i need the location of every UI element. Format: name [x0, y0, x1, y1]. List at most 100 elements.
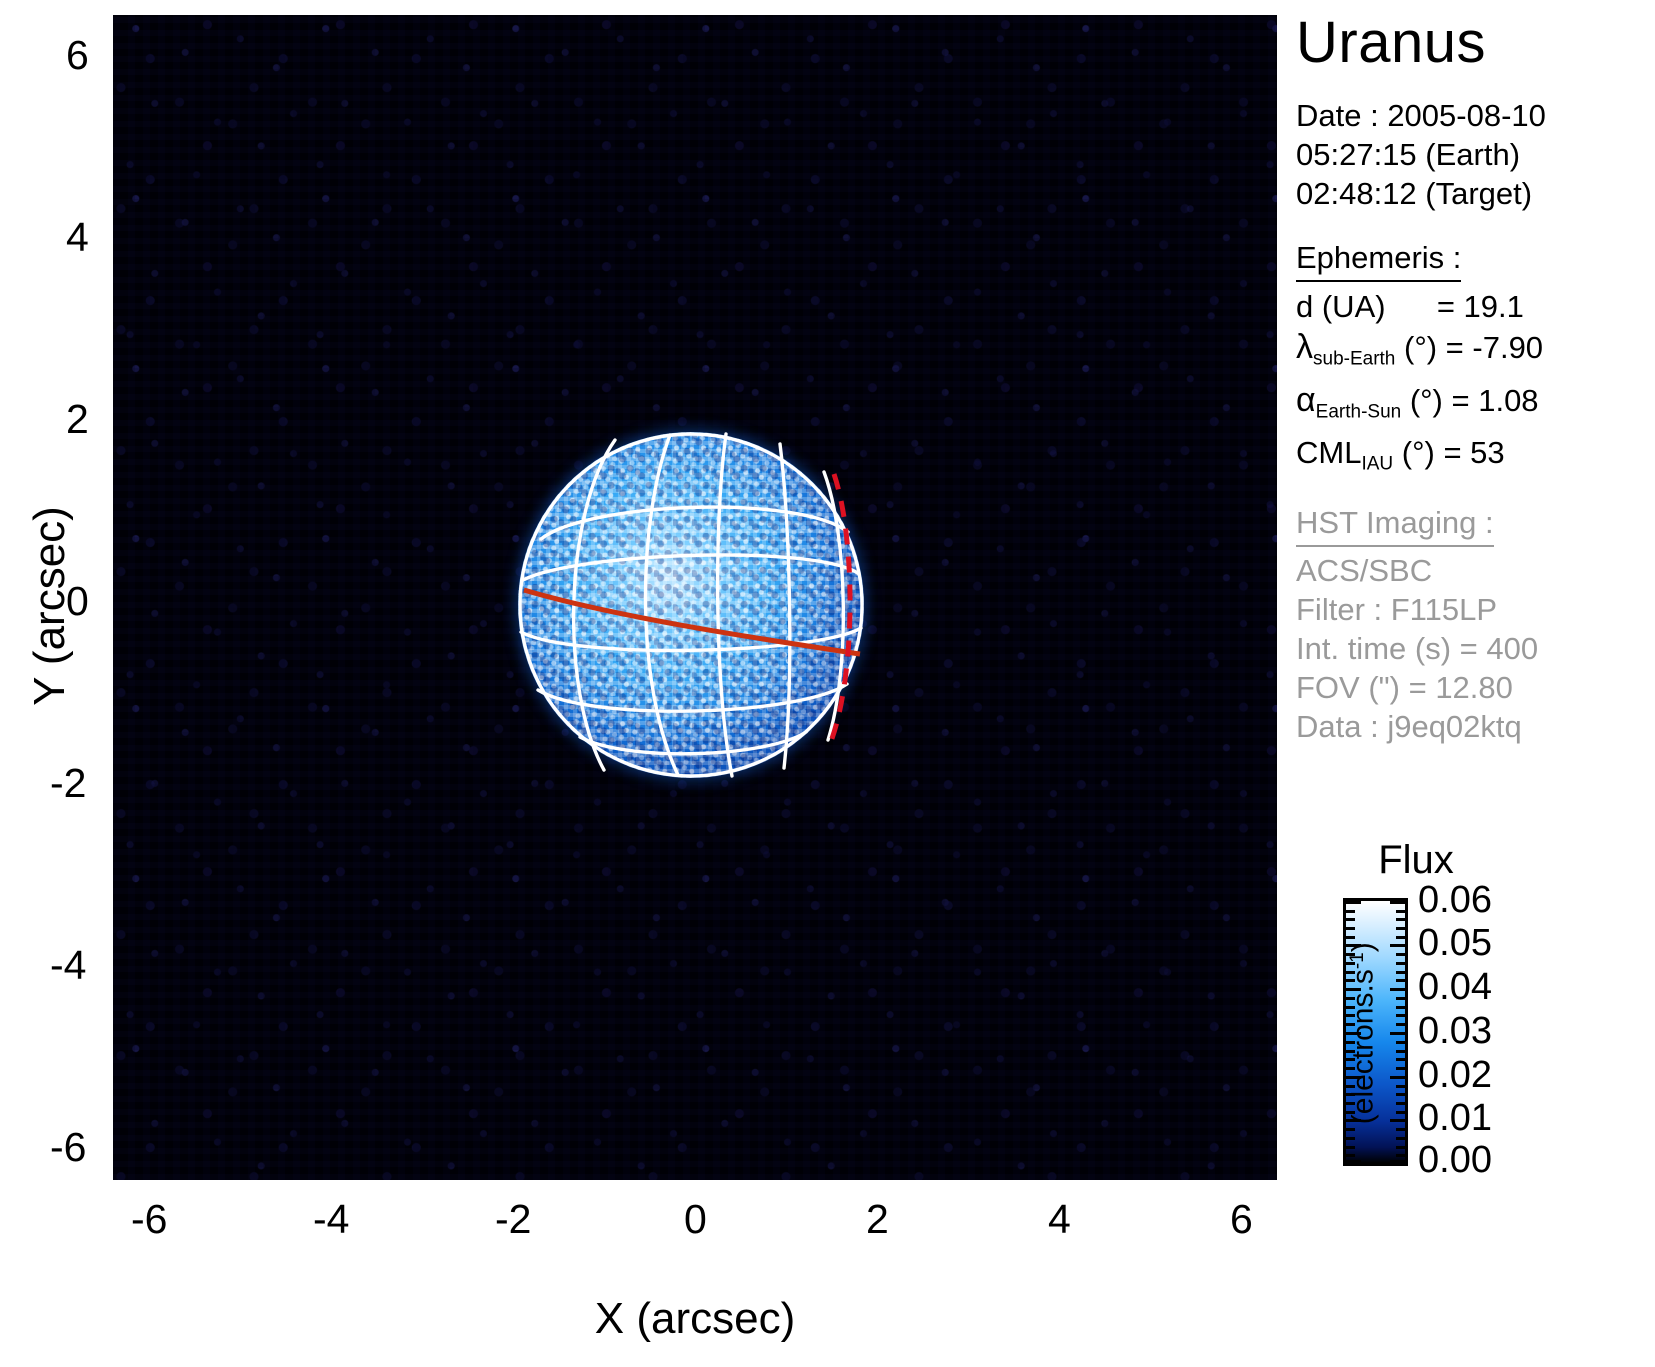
xtick-label: 2 — [866, 1196, 889, 1242]
hst-integration-time: Int. time (s) = 400 — [1296, 631, 1539, 666]
hst-data-id: Data : j9eq02ktq — [1296, 709, 1522, 744]
xtick-label: -2 — [495, 1196, 532, 1242]
colorbar-minor-tick — [1396, 1128, 1405, 1131]
colorbar-minor-tick — [1346, 918, 1355, 921]
alpha-subscript: Earth-Sun — [1315, 401, 1402, 423]
colorbar-tick — [1390, 1076, 1405, 1079]
info-sidebar: Uranus Date : 2005-08-10 05:27:15 (Earth… — [1296, 0, 1655, 1367]
hst-filter: Filter : F115LP — [1296, 592, 1498, 627]
colorbar-minor-tick — [1346, 1023, 1355, 1026]
colorbar-minor-tick — [1396, 1058, 1405, 1061]
colorbar-tick — [1390, 988, 1405, 991]
colorbar-tick-label: 0.05 — [1418, 922, 1492, 964]
colorbar-minor-tick — [1346, 962, 1355, 965]
colorbar-unit-text: (electrons.s — [1346, 969, 1380, 1125]
colorbar-minor-tick — [1396, 1067, 1405, 1070]
colorbar-minor-tick — [1396, 1085, 1405, 1088]
colorbar-minor-tick — [1346, 936, 1355, 939]
colorbar-minor-tick — [1396, 1154, 1405, 1157]
colorbar-minor-tick — [1396, 953, 1405, 956]
colorbar-minor-tick — [1346, 997, 1355, 1000]
colorbar-tick — [1390, 944, 1405, 947]
distance-label: d (UA) — [1296, 289, 1386, 324]
colorbar-minor-tick — [1396, 1137, 1405, 1140]
cml-unit: (°) — [1401, 435, 1435, 471]
hst-imaging-heading: HST Imaging : — [1296, 503, 1494, 547]
colorbar-minor-tick — [1346, 1058, 1355, 1061]
observation-time-earth: 05:27:15 (Earth) — [1296, 137, 1521, 172]
colorbar-tick-label: 0.06 — [1418, 879, 1492, 921]
colorbar-tick — [1346, 1160, 1361, 1163]
colorbar-minor-tick — [1346, 1154, 1355, 1157]
lambda-subscript: sub-Earth — [1313, 348, 1396, 370]
colorbar-tick-label: 0.00 — [1418, 1139, 1492, 1181]
colorbar-minor-tick — [1346, 1111, 1355, 1114]
colorbar-unit-label: (electrons.s-1) — [1346, 888, 1380, 1178]
colorbar-minor-tick — [1396, 918, 1405, 921]
colorbar-minor-tick — [1346, 1041, 1355, 1044]
colorbar-tick — [1390, 1032, 1405, 1035]
colorbar-minor-tick — [1396, 1050, 1405, 1053]
colorbar-minor-tick — [1396, 1093, 1405, 1096]
xtick-label: 6 — [1230, 1196, 1253, 1242]
colorbar-tick — [1346, 988, 1361, 991]
colorbar-minor-tick — [1396, 962, 1405, 965]
colorbar-group: Flux — [1296, 840, 1655, 1200]
hst-imaging-block: HST Imaging : ACS/SBC Filter : F115LP In… — [1296, 503, 1655, 746]
colorbar-tick — [1346, 944, 1361, 947]
colorbar-tick — [1346, 1119, 1361, 1122]
colorbar-minor-tick — [1346, 1085, 1355, 1088]
xtick-label: 4 — [1048, 1196, 1071, 1242]
ephemeris-heading: Ephemeris : — [1296, 238, 1462, 282]
target-title: Uranus — [1296, 10, 1486, 75]
ytick-label: 2 — [66, 396, 89, 442]
colorbar-minor-tick — [1396, 1146, 1405, 1149]
xtick-label: 0 — [684, 1196, 707, 1242]
image-panel[interactable] — [113, 15, 1277, 1180]
colorbar-tick-label: 0.04 — [1418, 966, 1492, 1008]
disk-pixel-noise-c — [518, 432, 864, 778]
colorbar-minor-tick — [1346, 953, 1355, 956]
colorbar-minor-tick — [1346, 1128, 1355, 1131]
cml-subscript: IAU — [1361, 453, 1394, 475]
colorbar-minor-tick — [1396, 1111, 1405, 1114]
xtick-label: -4 — [313, 1196, 350, 1242]
xtick-label: -6 — [131, 1196, 168, 1242]
colorbar-minor-tick — [1396, 910, 1405, 913]
hst-instrument: ACS/SBC — [1296, 553, 1433, 588]
ephemeris-row-distance: d (UA) = 19.1 — [1296, 286, 1655, 327]
observation-date: Date : 2005-08-10 — [1296, 98, 1546, 133]
ephemeris-block: Ephemeris : d (UA) = 19.1 λsub-Earth (°)… — [1296, 238, 1655, 485]
hst-heading-wrap: HST Imaging : — [1296, 503, 1655, 551]
alpha-symbol: α — [1296, 380, 1316, 419]
colorbar-minor-tick — [1396, 971, 1405, 974]
colorbar-minor-tick — [1346, 1006, 1355, 1009]
colorbar-minor-tick — [1346, 971, 1355, 974]
colorbar-tick — [1346, 1076, 1361, 1079]
colorbar-minor-tick — [1396, 927, 1405, 930]
colorbar-tick — [1390, 901, 1405, 904]
ytick-label: -6 — [50, 1124, 87, 1170]
colorbar-minor-tick — [1346, 1014, 1355, 1017]
ytick-label: 0 — [66, 578, 89, 624]
colorbar-tick-label: 0.02 — [1418, 1054, 1492, 1096]
colorbar-minor-tick — [1346, 927, 1355, 930]
distance-value: = 19.1 — [1436, 289, 1524, 324]
colorbar-minor-tick — [1396, 1041, 1405, 1044]
colorbar-minor-tick — [1396, 997, 1405, 1000]
planet-disk-group — [518, 432, 864, 778]
colorbar-tick — [1346, 1032, 1361, 1035]
ytick-label: 6 — [66, 32, 89, 78]
x-axis-title: X (arcsec) — [594, 1294, 796, 1343]
ephemeris-heading-wrap: Ephemeris : — [1296, 238, 1655, 286]
colorbar-tick-label: 0.03 — [1418, 1010, 1492, 1052]
colorbar-minor-tick — [1346, 1093, 1355, 1096]
colorbar-unit-close: ) — [1346, 942, 1380, 953]
colorbar-minor-tick — [1346, 1050, 1355, 1053]
observation-time-target: 02:48:12 (Target) — [1296, 176, 1533, 211]
ephemeris-row-phase-angle: αEarth-Sun (°) = 1.08 — [1296, 380, 1655, 433]
colorbar-minor-tick — [1346, 910, 1355, 913]
lambda-symbol: λ — [1296, 328, 1313, 366]
colorbar-gradient[interactable] — [1343, 898, 1408, 1166]
